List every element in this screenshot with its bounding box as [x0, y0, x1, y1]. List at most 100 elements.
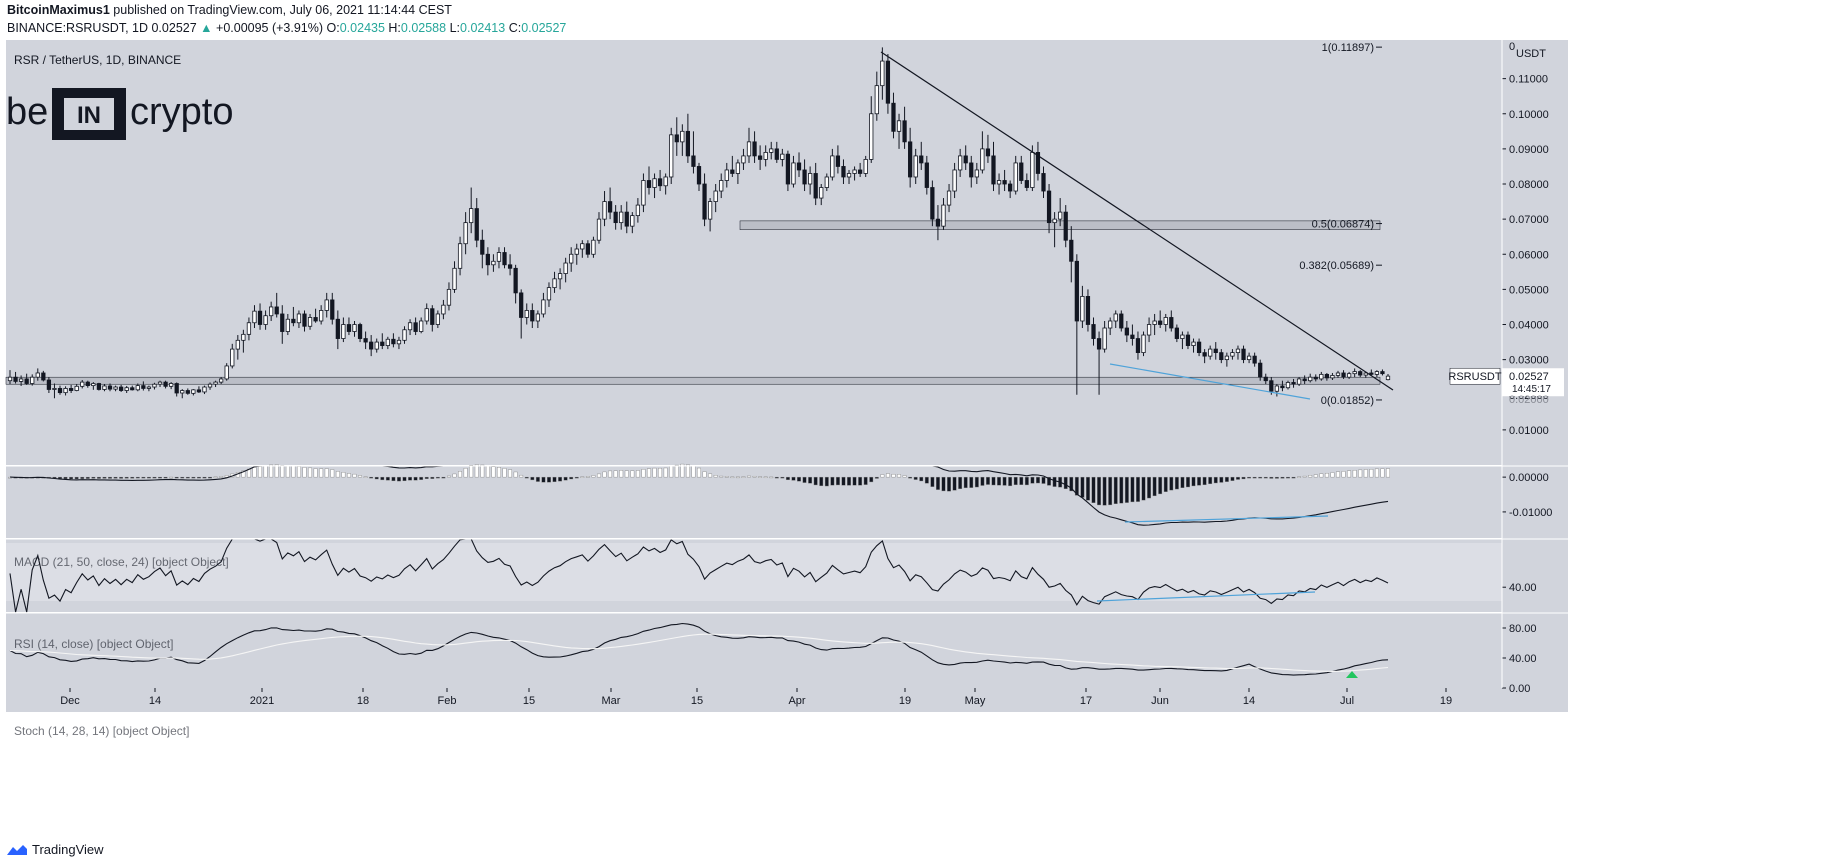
candle-body-up	[1296, 378, 1302, 385]
price-pane[interactable]: 1(0.11897) 0.5(0.06874) 0.382(0.05689) 0(0.…	[5, 42, 1394, 407]
candle	[85, 380, 90, 388]
candle	[657, 169, 663, 192]
candle	[341, 317, 346, 343]
candle-body-up	[263, 315, 268, 325]
candle-body-down	[24, 378, 29, 384]
candle	[1058, 198, 1063, 227]
candle	[1319, 371, 1324, 381]
candle-body-down	[57, 388, 63, 394]
candle-body-up	[880, 60, 885, 87]
macd-histogram-bar	[791, 476, 796, 481]
macd-histogram-bar	[1269, 476, 1274, 479]
macd-histogram-bar	[1074, 476, 1079, 496]
macd-histogram-bar	[502, 468, 507, 478]
macd-histogram-bar	[1252, 476, 1257, 479]
time-axis-bg	[6, 688, 1568, 712]
candle-body-up	[1224, 355, 1229, 361]
rsi-label: RSI (14, close) [object Object]	[14, 637, 173, 651]
macd-histogram-bar	[1258, 476, 1263, 479]
candle-body-down	[935, 218, 941, 227]
fib-level-label: 0(0.01852)	[1321, 395, 1374, 407]
candle-body-down	[346, 324, 352, 332]
macd-pane[interactable]	[8, 463, 1390, 526]
candle-body-down	[1358, 371, 1363, 376]
tradingview-logo-icon	[7, 844, 27, 855]
candle	[502, 247, 507, 269]
logo-in: IN	[77, 102, 101, 129]
candle	[757, 145, 763, 170]
candle-body-down	[858, 169, 863, 174]
candle-body-down	[485, 253, 490, 266]
candle-body-down	[1196, 341, 1202, 354]
candle-body-down	[963, 155, 968, 164]
macd-histogram-bar	[1236, 476, 1240, 480]
candle-body-up	[446, 288, 452, 306]
candle-body-down	[1202, 352, 1207, 357]
candle	[1291, 378, 1296, 388]
candle	[896, 113, 902, 149]
footer: TradingView	[6, 842, 104, 857]
publish-line: BitcoinMaximus1 published on TradingView…	[7, 3, 452, 17]
candle-body-up	[152, 383, 157, 388]
macd-histogram-bar	[958, 476, 963, 490]
candle-body-up	[235, 339, 240, 350]
candle-body-down	[774, 148, 779, 160]
author-name[interactable]: BitcoinMaximus1	[7, 3, 110, 17]
macd-tick-label: 0.00000	[1509, 472, 1549, 484]
macd-histogram-bar	[1213, 476, 1218, 484]
candle	[1219, 349, 1224, 364]
candle-body-up	[974, 169, 979, 178]
candle-body-up	[157, 381, 163, 385]
candle	[357, 322, 363, 343]
candle	[30, 374, 35, 386]
open-label: O:	[326, 21, 340, 35]
candle-body-down	[430, 308, 435, 325]
macd-histogram-bar	[135, 476, 140, 479]
candle	[1119, 310, 1124, 332]
candle-body-up	[319, 310, 324, 322]
candle-body-up	[863, 159, 868, 174]
macd-histogram-bar	[1291, 476, 1296, 479]
candle-body-down	[1302, 378, 1307, 382]
candle	[41, 370, 46, 382]
candle	[219, 377, 224, 385]
logo-box-inner	[64, 98, 114, 130]
macd-histogram-bar	[635, 470, 640, 478]
price-divergence-line	[1109, 363, 1311, 400]
candle-body-up	[1030, 151, 1035, 188]
candle-body-down	[502, 252, 507, 266]
candle	[1024, 173, 1029, 192]
macd-histogram-bar	[552, 476, 557, 482]
macd-histogram-bar	[685, 464, 690, 478]
macd-histogram-bar	[991, 476, 996, 486]
candle-body-up	[941, 204, 946, 227]
candle	[24, 373, 29, 385]
candle-body-up	[780, 153, 785, 160]
candle	[1035, 141, 1041, 181]
candle-body-down	[835, 155, 841, 167]
candle	[1135, 331, 1141, 360]
candle-body-up	[1235, 348, 1241, 354]
macd-histogram-bar	[1124, 476, 1129, 503]
stoch-pane[interactable]	[9, 622, 1389, 679]
candle-body-down	[413, 322, 418, 332]
candle-body-up	[396, 339, 402, 345]
price-tick-label: 0.09000	[1509, 144, 1549, 156]
macd-histogram-bar	[380, 476, 385, 481]
candle	[180, 389, 185, 399]
footer-brand[interactable]: TradingView	[32, 842, 104, 857]
macd-histogram-bar	[930, 476, 935, 487]
candle	[958, 148, 963, 177]
candle	[18, 375, 24, 386]
candle-body-down	[1119, 313, 1124, 329]
candle	[669, 127, 674, 185]
candle-body-down	[85, 381, 90, 387]
candle	[419, 317, 424, 334]
macd-histogram-bar	[1002, 476, 1007, 486]
macd-histogram-bar	[741, 476, 746, 478]
price-tick-label: 0.03000	[1509, 355, 1549, 367]
candle	[313, 308, 318, 323]
macd-histogram-bar	[1341, 471, 1346, 478]
candle	[702, 173, 707, 227]
